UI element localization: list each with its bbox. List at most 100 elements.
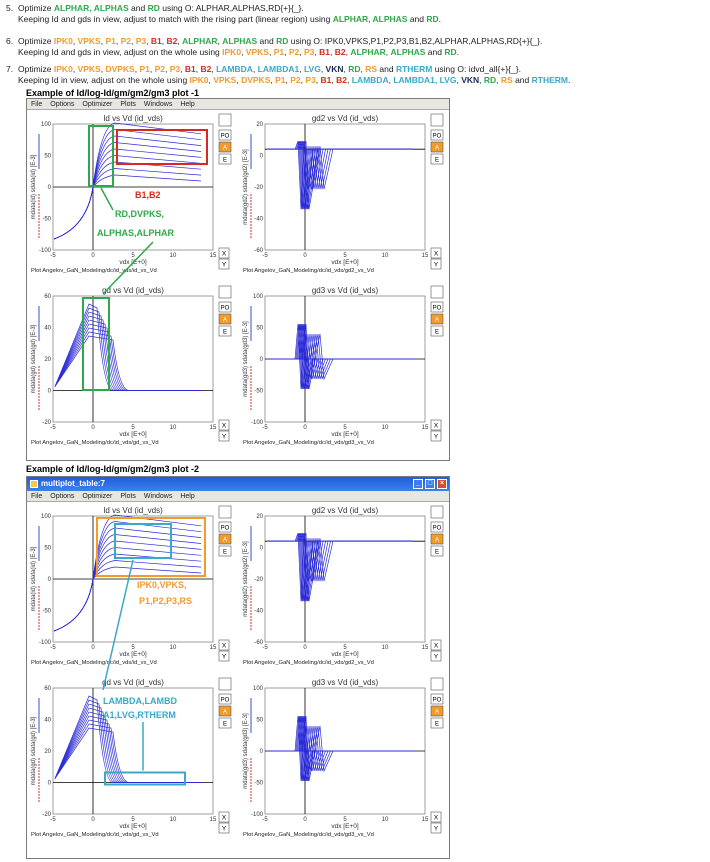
axis-button-x[interactable] (430, 247, 442, 259)
y-tick-label: -60 (254, 640, 263, 646)
x-tick-label: -5 (50, 645, 56, 651)
menu-options[interactable]: Options (50, 493, 75, 500)
window-icon[interactable] (430, 505, 444, 519)
side-button-label: A (223, 538, 227, 544)
x-axis-label: vdx [E+0] (331, 651, 358, 658)
menu-help[interactable]: Help (180, 101, 195, 108)
axis-button-y[interactable] (430, 822, 442, 834)
side-button-e[interactable] (430, 325, 444, 337)
axis-button-x[interactable] (218, 639, 230, 651)
window-icon[interactable] (430, 113, 444, 127)
annotation-rd: RD,DVPKS, (115, 209, 164, 219)
menu-file[interactable]: File (31, 493, 43, 500)
menu-plots[interactable]: Plots (120, 493, 136, 500)
axis-button-y[interactable] (430, 258, 442, 270)
step-text-segment: , (388, 75, 394, 85)
side-button-a[interactable] (430, 533, 444, 545)
side-button-e[interactable] (218, 717, 232, 729)
y-tick-label: -100 (251, 812, 264, 818)
curve (54, 699, 201, 783)
side-button-po[interactable] (430, 301, 444, 313)
side-button-po[interactable] (430, 521, 444, 533)
y-tick-label: -100 (39, 640, 52, 646)
side-button-label: A (223, 710, 227, 716)
axis-button-y[interactable] (218, 822, 230, 834)
minimize-button[interactable]: _ (413, 479, 423, 489)
menu-file[interactable]: File (31, 101, 43, 108)
side-button-a[interactable] (218, 533, 232, 545)
menu-options[interactable]: Options (50, 101, 75, 108)
step-text-segment: , (217, 36, 223, 46)
y-tick-label: 0 (48, 781, 52, 787)
side-button-a[interactable] (430, 313, 444, 325)
axis-button-y[interactable] (430, 430, 442, 442)
x-tick-label: 10 (170, 425, 177, 431)
side-button-po[interactable] (218, 129, 232, 141)
window-icon[interactable] (218, 113, 232, 127)
step-text-segment: and (128, 3, 148, 13)
step-text-segment: , (345, 47, 351, 57)
menu-optimizer[interactable]: Optimizer (82, 493, 113, 500)
side-button-a[interactable] (218, 313, 232, 325)
side-button-e[interactable] (430, 717, 444, 729)
side-button-e[interactable] (218, 545, 232, 557)
side-button-label: A (435, 538, 439, 544)
axis-button-x[interactable] (430, 811, 442, 823)
side-button-a[interactable] (430, 705, 444, 717)
y-tick-label: 40 (44, 718, 51, 724)
menu-windows[interactable]: Windows (143, 493, 173, 500)
side-button-a[interactable] (430, 141, 444, 153)
step-text-segment: B1 (320, 75, 332, 85)
curve (267, 323, 413, 390)
curve (267, 715, 413, 782)
window-icon[interactable] (218, 285, 232, 299)
step-text-segment: P3 (303, 47, 315, 57)
plot-footer: Plot Angelov_GaN_Modeling/dc/id_vds/id_v… (31, 660, 157, 666)
side-button-po[interactable] (218, 693, 232, 705)
side-button-po[interactable] (430, 129, 444, 141)
menu-windows[interactable]: Windows (143, 101, 173, 108)
menu-bar: File Options Optimizer Plots Windows Help (27, 99, 449, 110)
axis-button-x[interactable] (430, 639, 442, 651)
x-tick-label: 0 (91, 425, 95, 431)
menu-plots[interactable]: Plots (120, 101, 136, 108)
side-button-po[interactable] (218, 301, 232, 313)
side-button-e[interactable] (218, 153, 232, 165)
step-text-segment: VKN (325, 64, 344, 74)
axis-button-label: X (222, 643, 227, 650)
step-text-segment: RD (483, 75, 497, 85)
window-icon[interactable] (218, 505, 232, 519)
side-button-a[interactable] (218, 141, 232, 153)
axis-button-x[interactable] (430, 419, 442, 431)
menu-help[interactable]: Help (180, 493, 195, 500)
axis-button-y[interactable] (430, 650, 442, 662)
side-button-e[interactable] (430, 153, 444, 165)
axis-button-label: X (434, 643, 439, 650)
menu-optimizer[interactable]: Optimizer (82, 101, 113, 108)
axis-button-x[interactable] (218, 419, 230, 431)
maximize-button[interactable]: □ (425, 479, 435, 489)
x-axis-label: vdx [E+0] (119, 431, 146, 438)
side-button-po[interactable] (430, 693, 444, 705)
step-text-segment: IPK0 (189, 75, 209, 85)
x-tick-label: -5 (262, 253, 268, 259)
step-5: 5. Optimize ALPHAR, ALPHAS and RD using O… (6, 3, 441, 25)
step-text-segment: IPK0 (222, 47, 242, 57)
side-button-po[interactable] (218, 521, 232, 533)
side-button-label: E (223, 722, 227, 728)
window-icon[interactable] (430, 677, 444, 691)
axis-button-y[interactable] (218, 258, 230, 270)
side-button-a[interactable] (218, 705, 232, 717)
axis-button-x[interactable] (218, 811, 230, 823)
window-icon[interactable] (218, 677, 232, 691)
axis-button-y[interactable] (218, 430, 230, 442)
axis-button-x[interactable] (218, 247, 230, 259)
arrow (102, 241, 154, 295)
side-button-e[interactable] (430, 545, 444, 557)
y-tick-label: 50 (44, 154, 51, 160)
side-button-e[interactable] (218, 325, 232, 337)
window-icon[interactable] (430, 285, 444, 299)
close-button[interactable]: × (437, 479, 447, 489)
axis-button-y[interactable] (218, 650, 230, 662)
step-text-segment: ALPHAR, ALPHAS (332, 14, 408, 24)
